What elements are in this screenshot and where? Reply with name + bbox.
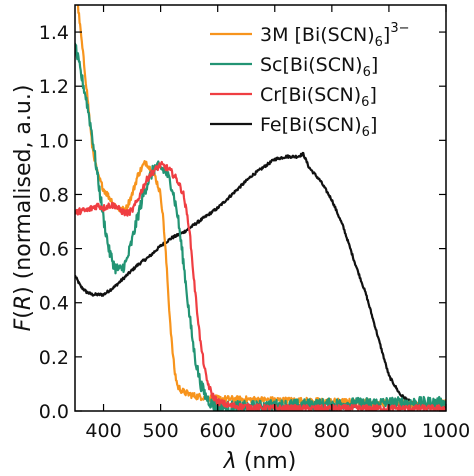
y-tick-label: 1.2 xyxy=(39,76,69,98)
y-tick-label: 0.2 xyxy=(39,347,69,369)
legend: 3M [Bi(SCN)6]3− Sc[Bi(SCN)6] Cr[Bi(SCN)6] F… xyxy=(210,21,410,140)
x-tick-label: 500 xyxy=(142,420,178,442)
y-tick-label: 0.4 xyxy=(39,293,69,315)
series-line-3 xyxy=(75,151,446,411)
legend-label-2: Cr[Bi(SCN)6] xyxy=(260,84,377,110)
series-line-1 xyxy=(75,42,446,411)
y-tick-label: 0.6 xyxy=(39,239,69,261)
y-axis-func: F xyxy=(11,318,36,331)
ticks-layer: 400 500 600 700 800 900 1000 0.0 0.2 0.4 0.6 0.8 1.0… xyxy=(39,5,470,442)
x-tick-label: 400 xyxy=(85,420,121,442)
y-tick-label: 1.0 xyxy=(39,130,69,152)
legend-label-0: 3M [Bi(SCN)6]3− xyxy=(260,21,410,50)
y-axis-label: F(R) (normalised, a.u.) xyxy=(11,85,36,332)
y-axis-arg: R xyxy=(11,295,36,310)
series-line-2 xyxy=(75,160,446,411)
series-layer xyxy=(75,5,446,411)
y-axis-rest: (normalised, a.u.) xyxy=(11,85,36,280)
x-axis-label: λ (nm) xyxy=(223,449,297,474)
y-tick-label: 1.4 xyxy=(39,22,69,44)
x-tick-label: 1000 xyxy=(422,420,470,442)
x-tick-label: 700 xyxy=(257,420,293,442)
y-tick-label: 0.0 xyxy=(39,401,69,423)
legend-label-3: Fe[Bi(SCN)6] xyxy=(260,114,377,140)
x-tick-label: 800 xyxy=(314,420,350,442)
x-tick-label: 900 xyxy=(371,420,407,442)
y-tick-label: 0.8 xyxy=(39,184,69,206)
plot-frame xyxy=(74,4,447,412)
x-axis-unit: (nm) xyxy=(244,449,297,474)
x-tick-label: 600 xyxy=(200,420,236,442)
x-axis-symbol: λ xyxy=(223,449,237,474)
legend-label-1: Sc[Bi(SCN)6] xyxy=(260,54,378,80)
